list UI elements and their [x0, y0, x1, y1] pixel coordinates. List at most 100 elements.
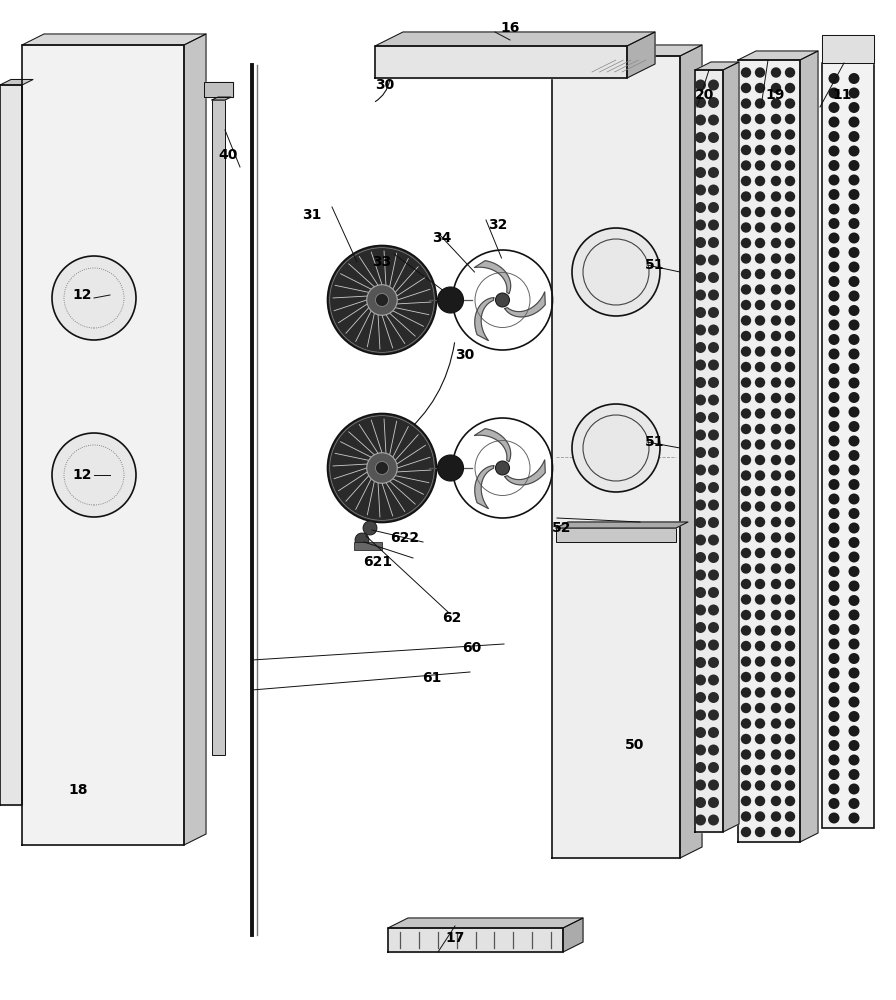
- Circle shape: [829, 609, 840, 620]
- Circle shape: [708, 727, 719, 738]
- Circle shape: [771, 191, 781, 202]
- Circle shape: [695, 324, 706, 335]
- Circle shape: [849, 261, 859, 272]
- Circle shape: [708, 114, 719, 125]
- Circle shape: [741, 656, 751, 667]
- Circle shape: [771, 114, 781, 124]
- Circle shape: [785, 687, 796, 698]
- Text: 30: 30: [455, 348, 475, 362]
- Circle shape: [695, 430, 706, 440]
- Circle shape: [771, 734, 781, 744]
- Circle shape: [785, 207, 796, 217]
- Circle shape: [829, 508, 840, 519]
- Circle shape: [849, 145, 859, 156]
- Circle shape: [695, 202, 706, 213]
- Circle shape: [849, 334, 859, 345]
- Text: 40: 40: [219, 148, 237, 162]
- Circle shape: [741, 253, 751, 264]
- Circle shape: [708, 254, 719, 265]
- Circle shape: [754, 439, 765, 450]
- Circle shape: [849, 305, 859, 316]
- Circle shape: [829, 131, 840, 142]
- Circle shape: [741, 470, 751, 481]
- Circle shape: [829, 653, 840, 664]
- Circle shape: [754, 129, 765, 140]
- Circle shape: [771, 238, 781, 248]
- Circle shape: [829, 218, 840, 229]
- Circle shape: [849, 638, 859, 650]
- Circle shape: [849, 392, 859, 403]
- Circle shape: [849, 609, 859, 620]
- Circle shape: [785, 439, 796, 450]
- Circle shape: [695, 394, 706, 405]
- Circle shape: [785, 610, 796, 620]
- Circle shape: [829, 812, 840, 824]
- Circle shape: [771, 176, 781, 186]
- Circle shape: [829, 551, 840, 562]
- Circle shape: [849, 218, 859, 229]
- Circle shape: [708, 570, 719, 580]
- Circle shape: [829, 305, 840, 316]
- Circle shape: [741, 238, 751, 248]
- Circle shape: [829, 334, 840, 345]
- Circle shape: [849, 363, 859, 374]
- Circle shape: [708, 237, 719, 248]
- Circle shape: [708, 762, 719, 773]
- Polygon shape: [738, 60, 800, 842]
- Circle shape: [771, 796, 781, 806]
- Circle shape: [849, 102, 859, 113]
- Circle shape: [771, 501, 781, 512]
- Polygon shape: [375, 32, 655, 46]
- Text: 62: 62: [443, 611, 461, 625]
- Circle shape: [495, 461, 510, 475]
- Circle shape: [771, 207, 781, 217]
- Circle shape: [754, 656, 765, 667]
- Circle shape: [695, 604, 706, 615]
- Circle shape: [829, 711, 840, 722]
- Circle shape: [771, 703, 781, 713]
- Circle shape: [754, 796, 765, 806]
- Circle shape: [366, 453, 397, 483]
- Text: 12: 12: [73, 468, 91, 482]
- Circle shape: [754, 253, 765, 264]
- Circle shape: [829, 493, 840, 504]
- Circle shape: [829, 88, 840, 99]
- Circle shape: [741, 284, 751, 295]
- Circle shape: [785, 811, 796, 822]
- Circle shape: [829, 189, 840, 200]
- Circle shape: [741, 672, 751, 682]
- Circle shape: [849, 551, 859, 562]
- Circle shape: [708, 657, 719, 668]
- Circle shape: [695, 552, 706, 563]
- Text: 50: 50: [625, 738, 645, 752]
- Circle shape: [849, 189, 859, 200]
- Circle shape: [754, 238, 765, 248]
- Circle shape: [829, 73, 840, 84]
- Circle shape: [741, 160, 751, 171]
- Circle shape: [741, 486, 751, 496]
- Circle shape: [741, 377, 751, 388]
- Circle shape: [52, 256, 136, 340]
- Circle shape: [771, 579, 781, 589]
- Text: 51: 51: [645, 435, 665, 449]
- Circle shape: [849, 784, 859, 794]
- Circle shape: [754, 269, 765, 279]
- Circle shape: [741, 827, 751, 837]
- Circle shape: [363, 521, 377, 535]
- Circle shape: [829, 290, 840, 301]
- Circle shape: [829, 261, 840, 272]
- Circle shape: [708, 464, 719, 475]
- Circle shape: [771, 284, 781, 295]
- Circle shape: [849, 116, 859, 127]
- Circle shape: [754, 284, 765, 295]
- Circle shape: [695, 744, 706, 756]
- Circle shape: [785, 470, 796, 481]
- Circle shape: [708, 744, 719, 756]
- Circle shape: [741, 734, 751, 744]
- Circle shape: [695, 499, 706, 510]
- Circle shape: [785, 331, 796, 341]
- Circle shape: [849, 740, 859, 751]
- Circle shape: [695, 167, 706, 178]
- Circle shape: [771, 222, 781, 233]
- Circle shape: [785, 269, 796, 279]
